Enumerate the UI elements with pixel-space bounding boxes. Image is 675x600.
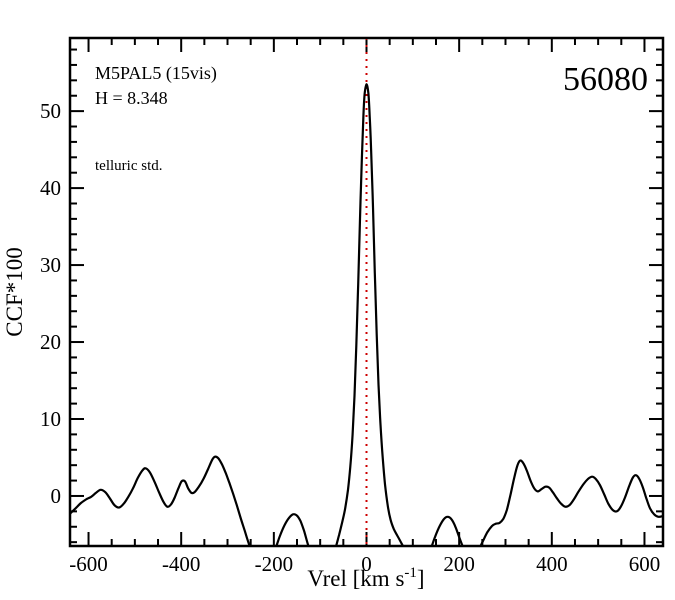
plot-title: 56080 bbox=[563, 61, 648, 98]
x-tick-label: -200 bbox=[255, 552, 294, 576]
y-tick-label: 20 bbox=[40, 330, 61, 354]
y-axis-title: CCF*100 bbox=[2, 247, 27, 336]
annotation-object: M5PAL5 (15vis) bbox=[95, 63, 217, 84]
x-tick-label: 400 bbox=[536, 552, 568, 576]
ccf-curve bbox=[70, 83, 663, 546]
y-tick-label: 40 bbox=[40, 176, 61, 200]
tick-labels: -600 -400 -200 0 200 400 600 0 10 20 30 40 50 bbox=[40, 99, 660, 576]
annotation-telluric: telluric std. bbox=[95, 158, 163, 174]
x-tick-label: 200 bbox=[443, 552, 475, 576]
x-tick-label: 600 bbox=[629, 552, 661, 576]
y-tick-label: 10 bbox=[40, 407, 61, 431]
plot-border bbox=[68, 36, 665, 548]
x-tick-label: -600 bbox=[69, 552, 108, 576]
y-tick-label: 50 bbox=[40, 99, 61, 123]
y-tick-label: 30 bbox=[40, 253, 61, 277]
x-tick-label: -400 bbox=[162, 552, 201, 576]
annotation-hmag: H = 8.348 bbox=[95, 88, 168, 108]
x-tick-label: 0 bbox=[361, 552, 372, 576]
y-tick-label: 0 bbox=[51, 484, 62, 508]
x-axis-title: Vrel [km s-1] bbox=[307, 565, 424, 591]
